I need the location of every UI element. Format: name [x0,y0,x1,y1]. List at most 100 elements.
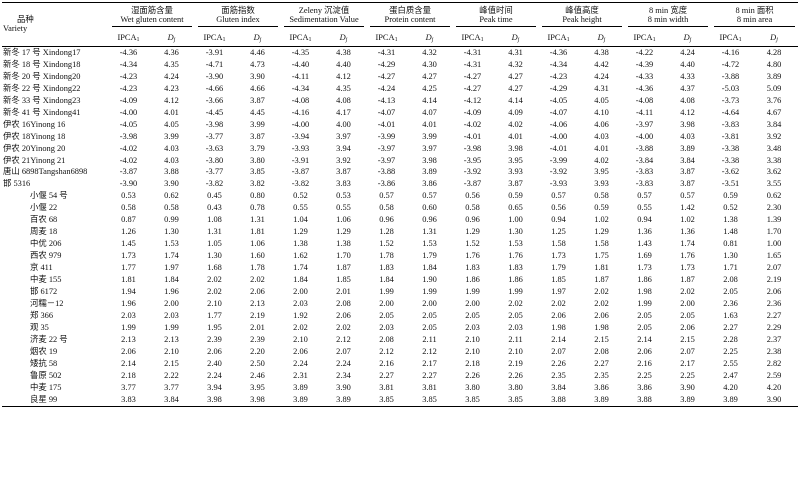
dj-value: 2.05 [680,311,695,321]
ipca-value: 3.80 [465,382,480,392]
dj-value: 3.89 [320,394,368,408]
dj-value: 1.31 [250,215,265,225]
ipca-value: 1.77 [121,263,136,273]
table-row: 新冬 20 号 Xindong20 -4.23 4.24 -3.90 3.90 -4.11… [2,71,798,83]
dj-value: 0.65 [508,203,523,213]
dj-value: 1.29 [594,227,609,237]
dj-value: 2.06 [336,311,351,321]
dj-value: 1.31 [422,227,437,237]
dj-value: 2.03 [164,311,179,321]
subheader-dj-label: D [683,33,690,42]
dj-value: 4.17 [336,107,351,117]
ipca-value: 2.16 [379,358,394,368]
ipca-value: -4.39 [635,59,654,69]
variety-cell: 西农 979 [30,251,62,261]
dj-value: 3.87 [250,131,265,141]
ipca-value: 1.71 [723,263,738,273]
table-row: 中麦 155 1.81 1.84 2.02 2.02 1.84 1.85 1.84 1.90 1.… [2,274,798,286]
ipca-value: 2.39 [207,335,222,345]
column-group-header: 面筋指数 Gluten index [195,2,281,31]
ipca-value: -3.98 [463,143,482,153]
subheader-dj-label: D [597,33,604,42]
dj-value: 1.70 [766,227,782,237]
dj-value: 4.27 [508,71,523,81]
dj-value: 1.99 [164,323,179,333]
variety-cell: 新冬 18 号 Xindong18 [3,59,81,69]
ipca-value: -3.87 [291,167,310,177]
ipca-value: 2.26 [465,370,480,380]
dj-value: 4.40 [680,59,695,69]
table-row: 邯 5316 -3.90 3.90 -3.82 3.82 -3.82 3.83 -3.86 3.… [2,179,798,191]
ipca-value: 2.06 [551,311,566,321]
ipca-value: -5.03 [721,83,740,93]
subheader-ipca-label: IPCA [117,33,137,42]
dj-value: 0.80 [250,191,265,201]
table-row: 唐山 6898Tangshan6898 -3.87 3.88 -3.77 3.85 -3.… [2,167,798,179]
dj-value: 4.01 [422,119,437,129]
dj-value: 2.10 [164,347,179,356]
dj-value: 0.59 [594,203,609,213]
ipca-value: 3.89 [711,394,751,408]
ipca-value: 1.38 [723,215,738,225]
dj-value: 3.99 [250,119,265,129]
dj-value: 4.12 [164,95,179,105]
ipca-value: 1.38 [293,239,308,249]
table-row: 周麦 18 1.26 1.30 1.31 1.81 1.29 1.29 1.28 1.31 1.2… [2,227,798,239]
dj-value: 3.85 [406,394,454,408]
variety-cell: 京 411 [30,263,53,273]
subheader-ipca: IPCA1 [109,31,148,47]
ipca-value: 2.08 [723,275,738,285]
ipca-value: 2.18 [121,370,136,380]
group-title-cn: Zeleny 沉淀值 [298,6,350,16]
ipca-value: 1.86 [637,275,652,285]
dj-value: 1.38 [336,239,351,249]
dj-value: 3.92 [766,131,782,141]
dj-value: 4.07 [422,107,437,117]
ipca-value: 3.85 [453,394,493,408]
ipca-value: -3.98 [205,119,224,129]
dj-value: 3.98 [422,155,437,165]
dj-value: 2.15 [164,358,179,368]
ipca-value: 1.84 [293,275,308,285]
subheader-dj: Dj [664,31,712,47]
ipca-value: -4.16 [721,47,740,57]
variety-cell: 中麦 155 [30,275,62,285]
ipca-value: -4.12 [463,95,482,105]
group-title-cn: 面筋指数 [221,6,255,16]
dj-value: 2.35 [594,370,609,380]
header-row-groups: 品种 Variety 湿面筋含量 Wet gluten content 面筋指数 Gl… [2,2,799,47]
ipca-value: -4.31 [463,59,482,69]
column-group-header: 蛋白质含量 Protein content [367,2,454,31]
ipca-value: 2.14 [637,335,652,345]
column-group-header: 峰值时间 Peak time [453,2,540,31]
ipca-value: -3.88 [721,71,740,81]
dj-value: 1.42 [680,203,695,213]
table-row: 观 35 1.99 1.99 1.95 2.01 2.02 2.02 2.03 2.05 2.03… [2,322,798,334]
ipca-value: -4.08 [635,95,654,105]
dj-value: 2.59 [766,370,782,380]
dj-value: 3.90 [250,71,265,81]
dj-value: 3.97 [422,143,437,153]
variety-cell: 新冬 20 号 Xindong20 [3,71,81,81]
dj-value: 2.34 [336,370,351,380]
group-title-cn: 峰值高度 [565,6,599,16]
ipca-value: 1.96 [121,299,136,309]
dj-value: 1.06 [336,215,351,225]
variety-cell: 新冬 17 号 Xindong17 [3,47,81,57]
subheader-ipca-label: IPCA [203,33,223,42]
dj-value: 3.89 [578,394,626,408]
ipca-value: -4.11 [635,107,654,117]
dj-value: 4.24 [680,47,695,57]
dj-value: 1.00 [766,239,782,249]
dj-value: 1.74 [680,239,695,249]
ipca-value: 0.52 [723,203,738,213]
group-title-en: Sedimentation Value [289,14,359,24]
dj-value: 1.87 [680,275,695,285]
ipca-value: -4.31 [463,47,482,57]
ipca-value: 2.10 [207,299,222,309]
subheader-ipca: IPCA1 [711,31,751,47]
dj-value: 3.98 [234,394,281,408]
subheader-dj-label: D [425,33,432,42]
ipca-value: -4.27 [463,71,482,81]
dj-value: 4.05 [164,119,179,129]
